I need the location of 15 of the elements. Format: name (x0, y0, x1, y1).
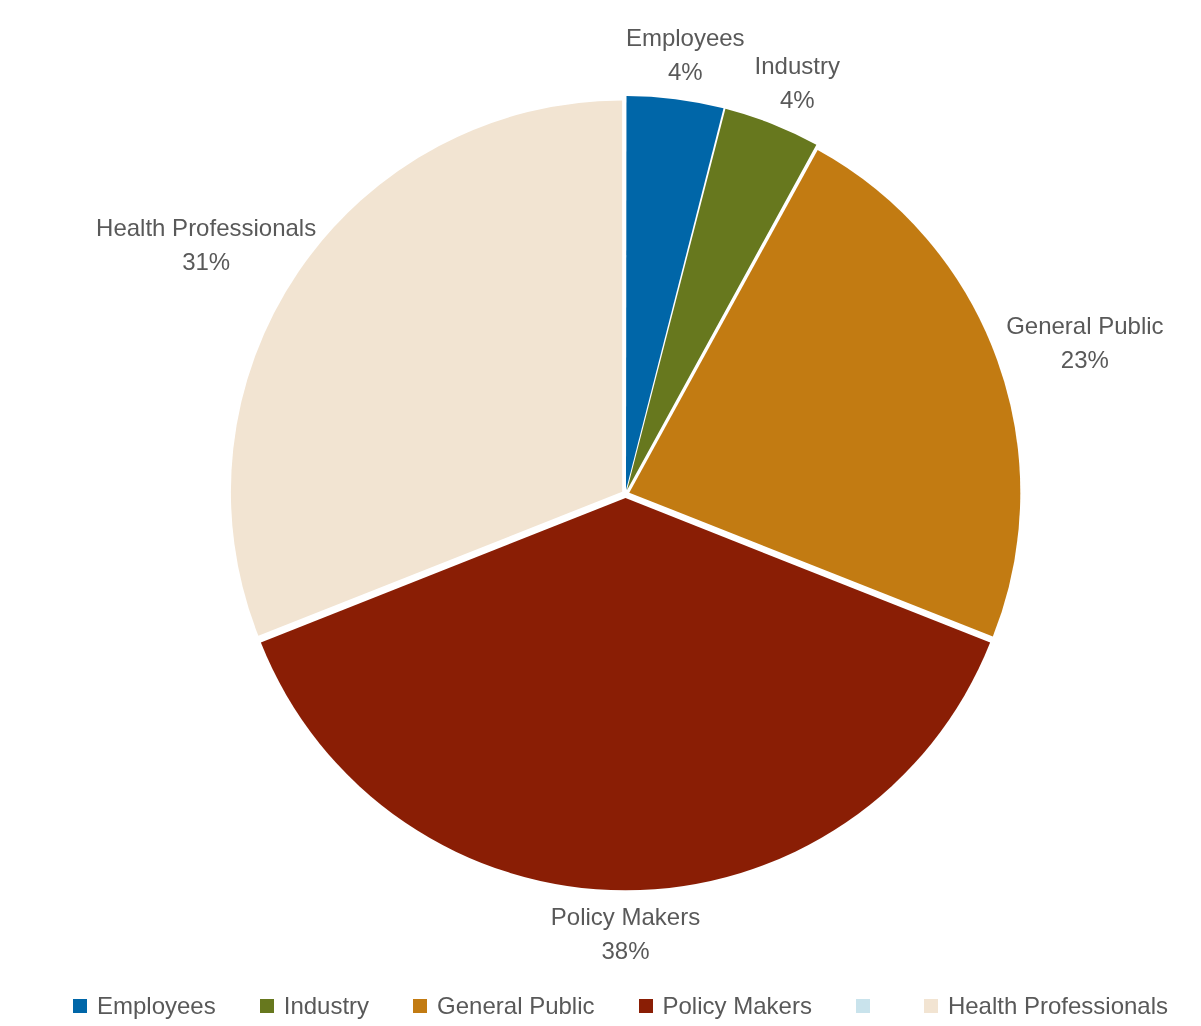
legend-label: General Public (437, 992, 595, 1020)
legend-label: Employees (96, 992, 216, 1020)
slice-label: Health Professionals (96, 213, 317, 241)
legend-label: Industry (283, 992, 370, 1020)
data-label: 31% (182, 247, 231, 275)
slice-label: Industry (754, 51, 840, 79)
data-label: 4% (779, 85, 815, 113)
legend-label: Policy Makers (662, 992, 812, 1020)
data-label: 38% (601, 936, 650, 964)
legend-label: Health Professionals (947, 992, 1169, 1020)
data-label: 23% (1060, 346, 1109, 374)
slice-label: Policy Makers (550, 902, 701, 930)
data-label: 4% (667, 58, 703, 86)
slice-label: General Public (1006, 312, 1164, 340)
slice-label: Employees (625, 24, 745, 52)
